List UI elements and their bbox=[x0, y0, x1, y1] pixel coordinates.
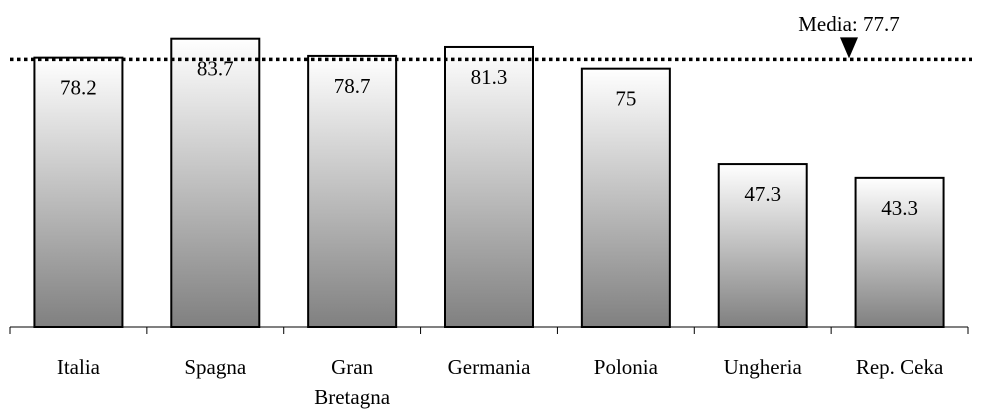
value-label: 75 bbox=[615, 87, 636, 111]
category-label: Germania bbox=[448, 355, 531, 379]
bar-gran-bretagna bbox=[307, 54, 398, 329]
value-label: 78.7 bbox=[334, 74, 371, 98]
average-annotation-label: Media: 77.7 bbox=[798, 12, 899, 36]
bar-spagna bbox=[170, 37, 261, 328]
bar-ungheria bbox=[717, 163, 808, 328]
category-label: Polonia bbox=[594, 355, 659, 379]
bar-italia bbox=[33, 56, 124, 329]
annotation-arrow-head bbox=[840, 37, 858, 59]
value-label: 47.3 bbox=[744, 182, 781, 206]
x-axis bbox=[9, 326, 969, 334]
category-label: Italia bbox=[57, 355, 101, 379]
value-label: 83.7 bbox=[197, 57, 234, 81]
value-label: 43.3 bbox=[881, 196, 918, 220]
category-label: Ungheria bbox=[724, 355, 803, 379]
bar-germania bbox=[444, 45, 534, 328]
category-label: Gran Bretagna bbox=[314, 355, 390, 409]
value-label: 78.2 bbox=[60, 76, 97, 100]
reference-line-group bbox=[10, 37, 972, 62]
value-label: 81.3 bbox=[471, 65, 508, 89]
bars-group bbox=[33, 37, 945, 329]
labels-group: 78.2 83.7 78.7 81.3 75 47.3 43.3 Italia Spagna Gr… bbox=[57, 12, 944, 409]
category-label: Spagna bbox=[184, 355, 247, 379]
category-label: Rep. Ceka bbox=[856, 355, 944, 379]
